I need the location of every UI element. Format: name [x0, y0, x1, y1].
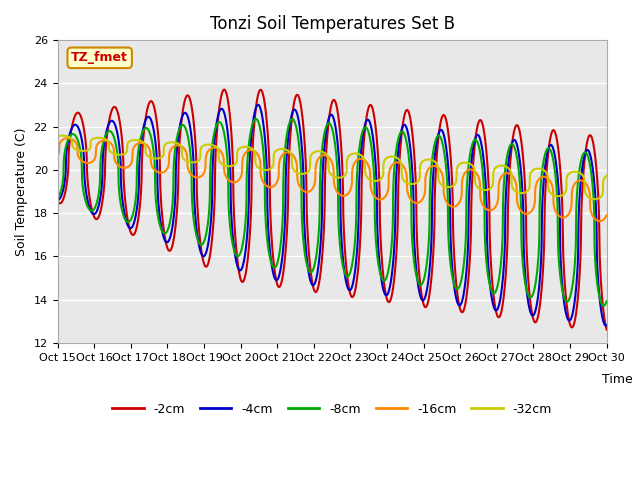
-4cm [254, 102, 262, 108]
-32cm [593, 196, 600, 202]
-32cm [591, 196, 598, 202]
-8cm [54, 195, 61, 201]
-16cm [533, 180, 541, 185]
Text: TZ_fmet: TZ_fmet [71, 51, 128, 64]
-2cm [288, 114, 296, 120]
-8cm [533, 271, 541, 277]
-8cm [149, 143, 157, 148]
-16cm [116, 164, 124, 170]
-8cm [600, 303, 607, 309]
-2cm [533, 318, 541, 324]
Line: -8cm: -8cm [58, 119, 607, 306]
-16cm [64, 135, 72, 141]
-32cm [58, 133, 66, 139]
-16cm [596, 218, 604, 224]
-32cm [149, 156, 157, 161]
-8cm [264, 244, 272, 250]
-16cm [603, 212, 611, 218]
-8cm [288, 116, 296, 122]
Title: Tonzi Soil Temperatures Set B: Tonzi Soil Temperatures Set B [209, 15, 454, 33]
-8cm [289, 116, 296, 122]
-16cm [54, 153, 61, 158]
Line: -2cm: -2cm [58, 90, 607, 329]
-2cm [592, 162, 600, 168]
-2cm [603, 326, 611, 332]
-4cm [602, 323, 610, 328]
Y-axis label: Soil Temperature (C): Soil Temperature (C) [15, 127, 28, 256]
-2cm [54, 198, 61, 204]
-2cm [149, 100, 157, 106]
-4cm [264, 226, 272, 232]
-16cm [288, 151, 296, 157]
-4cm [603, 323, 611, 328]
-32cm [288, 163, 296, 169]
-32cm [264, 167, 272, 173]
-4cm [592, 205, 600, 211]
-4cm [533, 301, 541, 307]
Legend: -2cm, -4cm, -8cm, -16cm, -32cm: -2cm, -4cm, -8cm, -16cm, -32cm [108, 398, 557, 421]
-4cm [288, 111, 296, 117]
-8cm [603, 299, 611, 304]
-32cm [533, 166, 541, 171]
-32cm [116, 152, 124, 157]
-4cm [54, 197, 61, 203]
-4cm [116, 152, 124, 157]
-8cm [592, 269, 600, 275]
-2cm [220, 87, 228, 93]
X-axis label: Time: Time [602, 373, 633, 386]
-2cm [116, 121, 124, 127]
-16cm [149, 165, 157, 171]
Line: -32cm: -32cm [58, 136, 607, 199]
-32cm [603, 173, 611, 179]
-2cm [264, 139, 272, 144]
-32cm [54, 133, 61, 139]
-16cm [264, 184, 272, 190]
-16cm [592, 217, 600, 223]
Line: -16cm: -16cm [58, 138, 607, 221]
Line: -4cm: -4cm [58, 105, 607, 325]
-8cm [116, 197, 124, 203]
-4cm [149, 122, 157, 128]
